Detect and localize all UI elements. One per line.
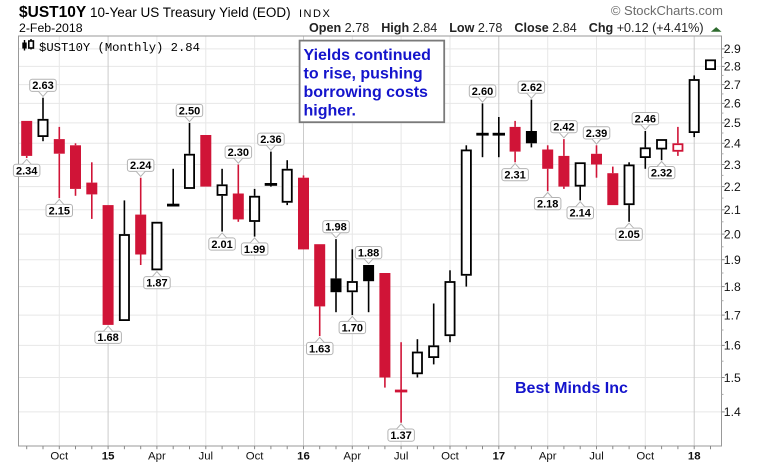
svg-text:2.60: 2.60	[472, 86, 493, 98]
svg-text:2.5: 2.5	[724, 116, 741, 130]
svg-text:1.99: 1.99	[244, 244, 265, 256]
svg-text:2.3: 2.3	[724, 158, 741, 172]
svg-text:2.2: 2.2	[724, 180, 741, 194]
svg-text:Apr: Apr	[343, 451, 361, 463]
svg-text:2.6: 2.6	[724, 97, 741, 111]
svg-text:INDX: INDX	[299, 8, 331, 20]
svg-text:© StockCharts.com: © StockCharts.com	[611, 3, 723, 18]
svg-text:1.88: 1.88	[358, 248, 379, 260]
svg-text:2.63: 2.63	[32, 80, 53, 92]
svg-text:1.4: 1.4	[724, 405, 741, 419]
svg-text:2.32: 2.32	[651, 168, 672, 180]
svg-text:2.34: 2.34	[16, 165, 38, 177]
svg-text:to rise, pushing: to rise, pushing	[304, 66, 423, 83]
svg-text:2.7: 2.7	[724, 78, 741, 92]
svg-text:2.15: 2.15	[49, 205, 70, 217]
svg-text:2.24: 2.24	[130, 160, 152, 172]
svg-text:Oct: Oct	[246, 451, 265, 463]
svg-text:borrowing costs: borrowing costs	[304, 84, 429, 101]
svg-text:1.8: 1.8	[724, 280, 741, 294]
svg-text:16: 16	[297, 451, 310, 463]
svg-text:15: 15	[102, 451, 115, 463]
svg-text:Jul: Jul	[589, 451, 604, 463]
svg-text:2.39: 2.39	[586, 128, 607, 140]
svg-text:17: 17	[492, 451, 505, 463]
svg-text:2.14: 2.14	[569, 208, 591, 220]
svg-text:$UST10Y (Monthly) 2.84: $UST10Y (Monthly) 2.84	[39, 41, 200, 55]
svg-text:1.5: 1.5	[724, 371, 741, 385]
svg-text:2.18: 2.18	[537, 199, 558, 211]
svg-text:1.6: 1.6	[724, 339, 741, 353]
svg-text:2.01: 2.01	[211, 239, 232, 251]
svg-text:1.70: 1.70	[342, 322, 363, 334]
svg-text:Yields continued: Yields continued	[304, 47, 431, 64]
svg-text:Apr: Apr	[148, 451, 166, 463]
svg-text:10-Year US Treasury Yield (EOD: 10-Year US Treasury Yield (EOD)	[90, 5, 291, 20]
svg-text:2.30: 2.30	[228, 147, 249, 159]
svg-text:higher.: higher.	[304, 103, 356, 120]
svg-text:2.42: 2.42	[553, 122, 574, 134]
svg-text:2.8: 2.8	[724, 60, 741, 74]
svg-text:1.37: 1.37	[390, 430, 411, 442]
svg-text:Oct: Oct	[50, 451, 69, 463]
svg-text:1.98: 1.98	[325, 222, 346, 234]
svg-text:1.63: 1.63	[309, 343, 330, 355]
svg-text:Open 2.78 High 2.84 Low 2.78: Open 2.78 High 2.84 Low 2.78 Close 2.84 …	[309, 21, 704, 35]
svg-text:2.46: 2.46	[635, 114, 656, 126]
svg-text:Jul: Jul	[394, 451, 409, 463]
svg-text:2.0: 2.0	[724, 227, 741, 241]
svg-text:1.68: 1.68	[97, 332, 118, 344]
svg-text:1.7: 1.7	[724, 308, 741, 322]
svg-text:1.87: 1.87	[146, 278, 167, 290]
svg-text:$UST10Y: $UST10Y	[19, 4, 87, 21]
svg-text:Apr: Apr	[539, 451, 557, 463]
svg-text:2.50: 2.50	[179, 105, 200, 117]
svg-text:2.62: 2.62	[521, 82, 542, 94]
svg-text:2.1: 2.1	[724, 203, 741, 217]
svg-text:Jul: Jul	[199, 451, 214, 463]
svg-text:Oct: Oct	[441, 451, 460, 463]
svg-text:1.9: 1.9	[724, 253, 741, 267]
svg-text:Oct: Oct	[636, 451, 655, 463]
svg-text:2.31: 2.31	[504, 170, 525, 182]
svg-text:2-Feb-2018: 2-Feb-2018	[19, 21, 83, 35]
svg-text:Best Minds Inc: Best Minds Inc	[515, 380, 628, 397]
svg-text:2.05: 2.05	[618, 229, 639, 241]
svg-text:2.36: 2.36	[260, 134, 281, 146]
svg-text:2.9: 2.9	[724, 42, 741, 56]
svg-text:18: 18	[688, 451, 701, 463]
svg-text:2.4: 2.4	[724, 137, 741, 151]
